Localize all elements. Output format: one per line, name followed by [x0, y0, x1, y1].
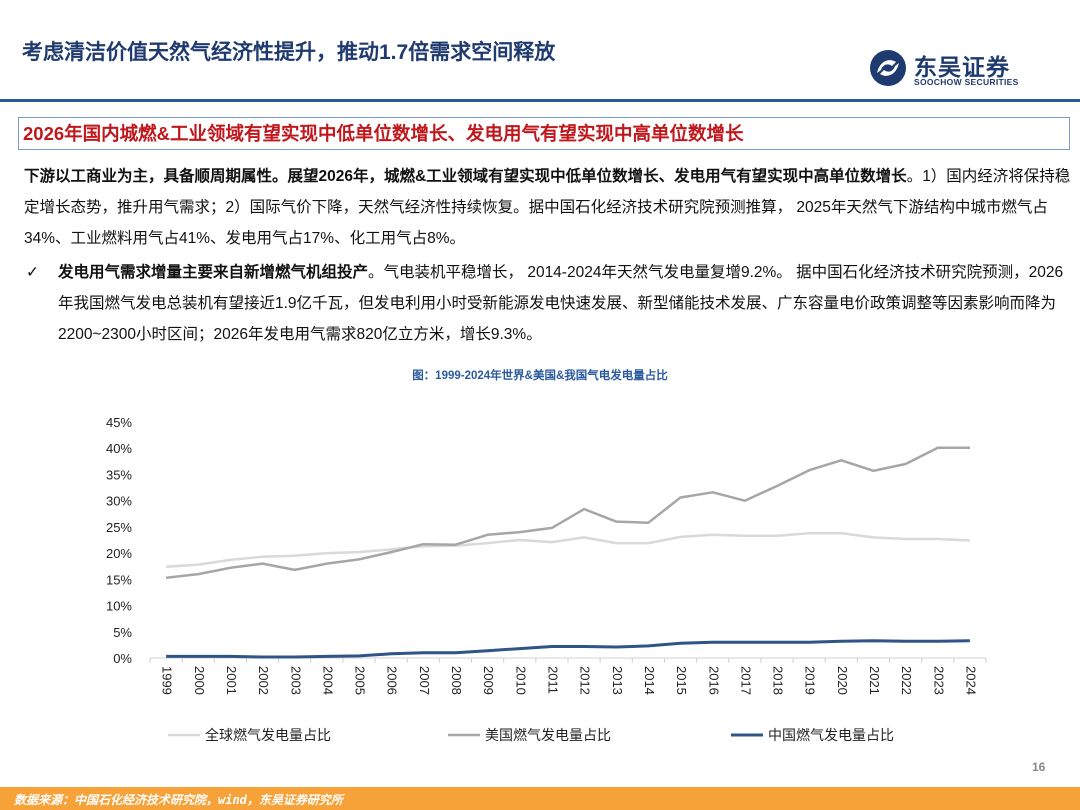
page-number: 16	[1032, 760, 1046, 774]
gas-power-share-chart: 0% 5% 10% 15% 20% 25% 30% 35% 40% 45% 1999 2000 2001…	[106, 415, 987, 743]
legend-label-3: 中国燃气发电量占比	[768, 727, 894, 743]
x-tick-label: 1999	[160, 666, 175, 695]
intro-bold: 下游以工商业为主，具备顺周期属性。展望2026年，城燃&工业领域有望实现中低单位…	[24, 168, 907, 185]
figure-caption: 图：1999-2024年世界&美国&我国气电发电量占比	[412, 370, 668, 382]
y-tick-label: 30%	[106, 494, 132, 509]
y-tick-label: 20%	[106, 546, 132, 561]
x-tick-label: 2001	[224, 666, 239, 695]
x-tick-label: 2013	[610, 666, 625, 695]
footer-source: 数据来源：中国石化经济技术研究院，wind，东吴证券研究所	[14, 793, 343, 807]
header-divider	[0, 99, 1080, 102]
y-tick-label: 40%	[106, 441, 132, 456]
check-icon: ✓	[26, 264, 39, 281]
y-tick-label: 0%	[113, 651, 132, 666]
series-line-2	[165, 446, 970, 580]
y-tick-label: 45%	[106, 415, 132, 430]
x-tick-label: 2015	[674, 666, 689, 695]
logo-mark-icon	[870, 50, 906, 86]
logo-text-cn: 东吴证券	[914, 54, 1010, 80]
y-tick-label: 15%	[106, 572, 132, 587]
x-tick-label: 2008	[449, 666, 464, 695]
x-tick-label: 2004	[320, 666, 335, 695]
logo-text-en: SOOCHOW SECURITIES	[914, 77, 1019, 87]
x-tick-label: 2003	[288, 666, 303, 695]
series-line-3	[166, 639, 970, 659]
x-tick-label: 2019	[803, 666, 818, 695]
key-headline: 2026年国内城燃&工业领域有望实现中低单位数增长、发电用气有望实现中高单位数增…	[18, 117, 1070, 150]
x-tick-label: 2022	[899, 666, 914, 695]
x-tick-label: 2017	[738, 666, 753, 695]
x-tick-label: 2024	[963, 666, 978, 695]
x-tick-label: 2005	[353, 666, 368, 695]
x-tick-label: 2018	[771, 666, 786, 695]
x-tick-label: 2020	[835, 666, 850, 695]
company-logo: 东吴证券 SOOCHOW SECURITIES	[868, 48, 1048, 92]
x-tick-label: 2021	[867, 666, 882, 695]
x-tick-label: 2010	[513, 666, 528, 695]
intro-paragraph: 下游以工商业为主，具备顺周期属性。展望2026年，城燃&工业领域有望实现中低单位…	[24, 161, 1074, 254]
x-tick-label: 2006	[385, 666, 400, 695]
bullet-point: ✓ 发电用气需求增量主要来自新增燃气机组投产。气电装机平稳增长， 2014-20…	[24, 257, 1074, 350]
x-tick-label: 2007	[417, 666, 432, 695]
series-line-1	[166, 531, 970, 568]
legend-label-2: 美国燃气发电量占比	[485, 727, 611, 743]
x-tick-label: 2002	[256, 666, 271, 695]
bullet-rest: 。气电装机平稳增长， 2014-2024年天然气发电量复增9.2%。 据中国石化…	[58, 264, 1064, 343]
y-tick-label: 25%	[106, 520, 132, 535]
intro-rest: 。1）国内经济将保持稳定增长态势，推升用气需求；2）国际气价下降，天然气经济性持…	[24, 168, 1071, 247]
legend-label-1: 全球燃气发电量占比	[205, 727, 331, 743]
x-tick-label: 2000	[192, 666, 207, 695]
x-tick-label: 2009	[481, 666, 496, 695]
x-tick-label: 2023	[931, 666, 946, 695]
x-tick-label: 2016	[706, 666, 721, 695]
y-tick-label: 10%	[106, 599, 132, 614]
x-tick-label: 2011	[545, 666, 560, 694]
slide-title: 考虑清洁价值天然气经济性提升，推动1.7倍需求空间释放	[22, 41, 556, 64]
bullet-bold: 发电用气需求增量主要来自新增燃气机组投产	[58, 264, 369, 281]
x-tick-label: 2012	[578, 666, 593, 695]
x-tick-label: 2014	[642, 666, 657, 695]
y-tick-label: 5%	[113, 625, 132, 640]
footer-bar: 数据来源：中国石化经济技术研究院，wind，东吴证券研究所	[0, 787, 1080, 810]
y-tick-label: 35%	[106, 467, 132, 482]
